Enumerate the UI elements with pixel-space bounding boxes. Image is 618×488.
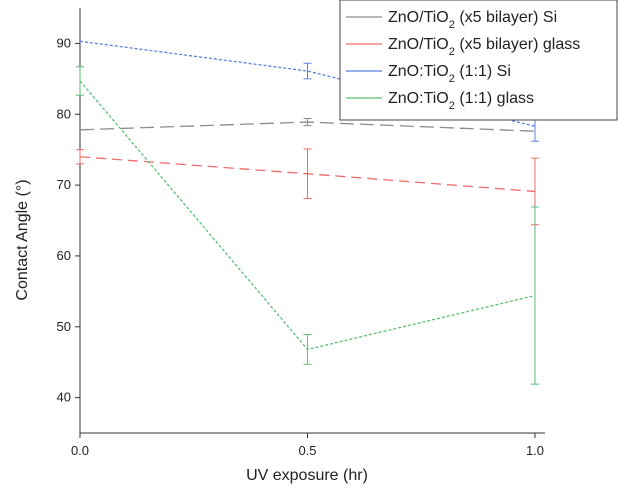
y-tick-label: 90: [57, 35, 71, 50]
x-tick-label: 0.5: [298, 443, 316, 458]
x-tick-label: 1.0: [526, 443, 544, 458]
series-2: [76, 148, 539, 226]
y-axis-title: Contact Angle (°): [14, 179, 31, 300]
legend-box: [339, 0, 618, 121]
y-tick-label: 80: [57, 106, 71, 121]
legend-label: ZnO:TiO2 (1:1) Si: [388, 63, 511, 85]
legend-item-3: ZnO:TiO2 (1:1) Si: [346, 63, 511, 85]
legend: ZnO/TiO2 (x5 bilayer) Si ZnO/TiO2 (x5 bil…: [339, 0, 618, 121]
axes: 40 50 60 70 80 90 0.0 0.5 1.0: [57, 8, 545, 458]
x-tick-label: 0.0: [71, 443, 89, 458]
y-tick-label: 60: [57, 248, 71, 263]
series-4: [76, 66, 539, 385]
y-tick-label: 50: [57, 319, 71, 334]
x-axis-title: UV exposure (hr): [246, 467, 368, 484]
legend-item-4: ZnO:TiO2 (1:1) glass: [346, 90, 534, 112]
legend-item-2: ZnO/TiO2 (x5 bilayer) glass: [346, 36, 580, 58]
legend-label: ZnO/TiO2 (x5 bilayer) glass: [388, 36, 580, 58]
series-1: [79, 118, 536, 132]
y-tick-label: 40: [57, 390, 71, 405]
y-tick-label: 70: [57, 177, 71, 192]
legend-item-1: ZnO/TiO2 (x5 bilayer) Si: [346, 9, 557, 31]
legend-label: ZnO:TiO2 (1:1) glass: [388, 90, 534, 112]
legend-label: ZnO/TiO2 (x5 bilayer) Si: [388, 9, 557, 31]
